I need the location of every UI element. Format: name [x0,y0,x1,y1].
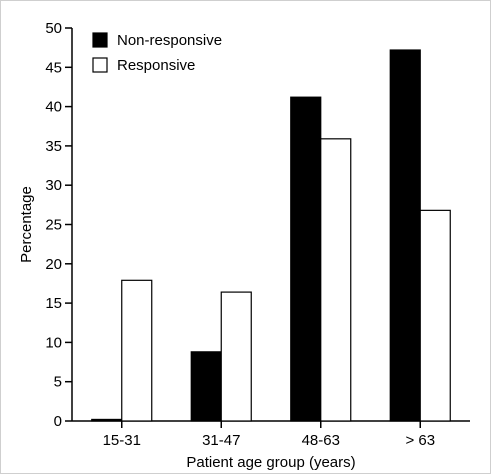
bar-non-responsive [290,96,322,422]
bars [91,49,451,422]
y-axis-title: Percentage [18,186,35,263]
y-tick-label: 5 [54,374,62,391]
bar-non-responsive [91,418,123,422]
x-axis-ticks: 15-31 31-47 48-63 > 63 [103,421,435,449]
bar-responsive [121,279,153,422]
legend-swatch [92,57,108,73]
y-tick-label: 50 [45,20,62,37]
y-tick-label: 25 [45,217,62,234]
x-tick-label: 31-47 [202,432,240,449]
legend: Non-responsive Responsive [92,32,222,74]
legend-label: Responsive [117,57,195,74]
bar-responsive [320,138,352,422]
y-tick-label: 40 [45,99,62,116]
y-tick-label: 45 [45,59,62,76]
x-tick-label: 48-63 [302,432,340,449]
y-tick-label: 10 [45,334,62,351]
y-tick-label: 35 [45,138,62,155]
x-tick-label: > 63 [405,432,435,449]
bar-non-responsive [190,351,222,422]
y-tick-label: 20 [45,256,62,273]
y-tick-label: 15 [45,295,62,312]
x-axis-title: Patient age group (years) [186,454,355,471]
bar-non-responsive [389,49,421,422]
legend-label: Non-responsive [117,32,222,49]
legend-swatch [92,32,108,48]
y-axis-ticks: 0 5 10 15 20 25 30 35 40 45 50 [45,20,72,430]
y-tick-label: 30 [45,177,62,194]
x-tick-label: 15-31 [103,432,141,449]
bar-responsive [220,291,252,422]
bar-responsive [419,209,451,422]
y-tick-label: 0 [54,413,62,430]
